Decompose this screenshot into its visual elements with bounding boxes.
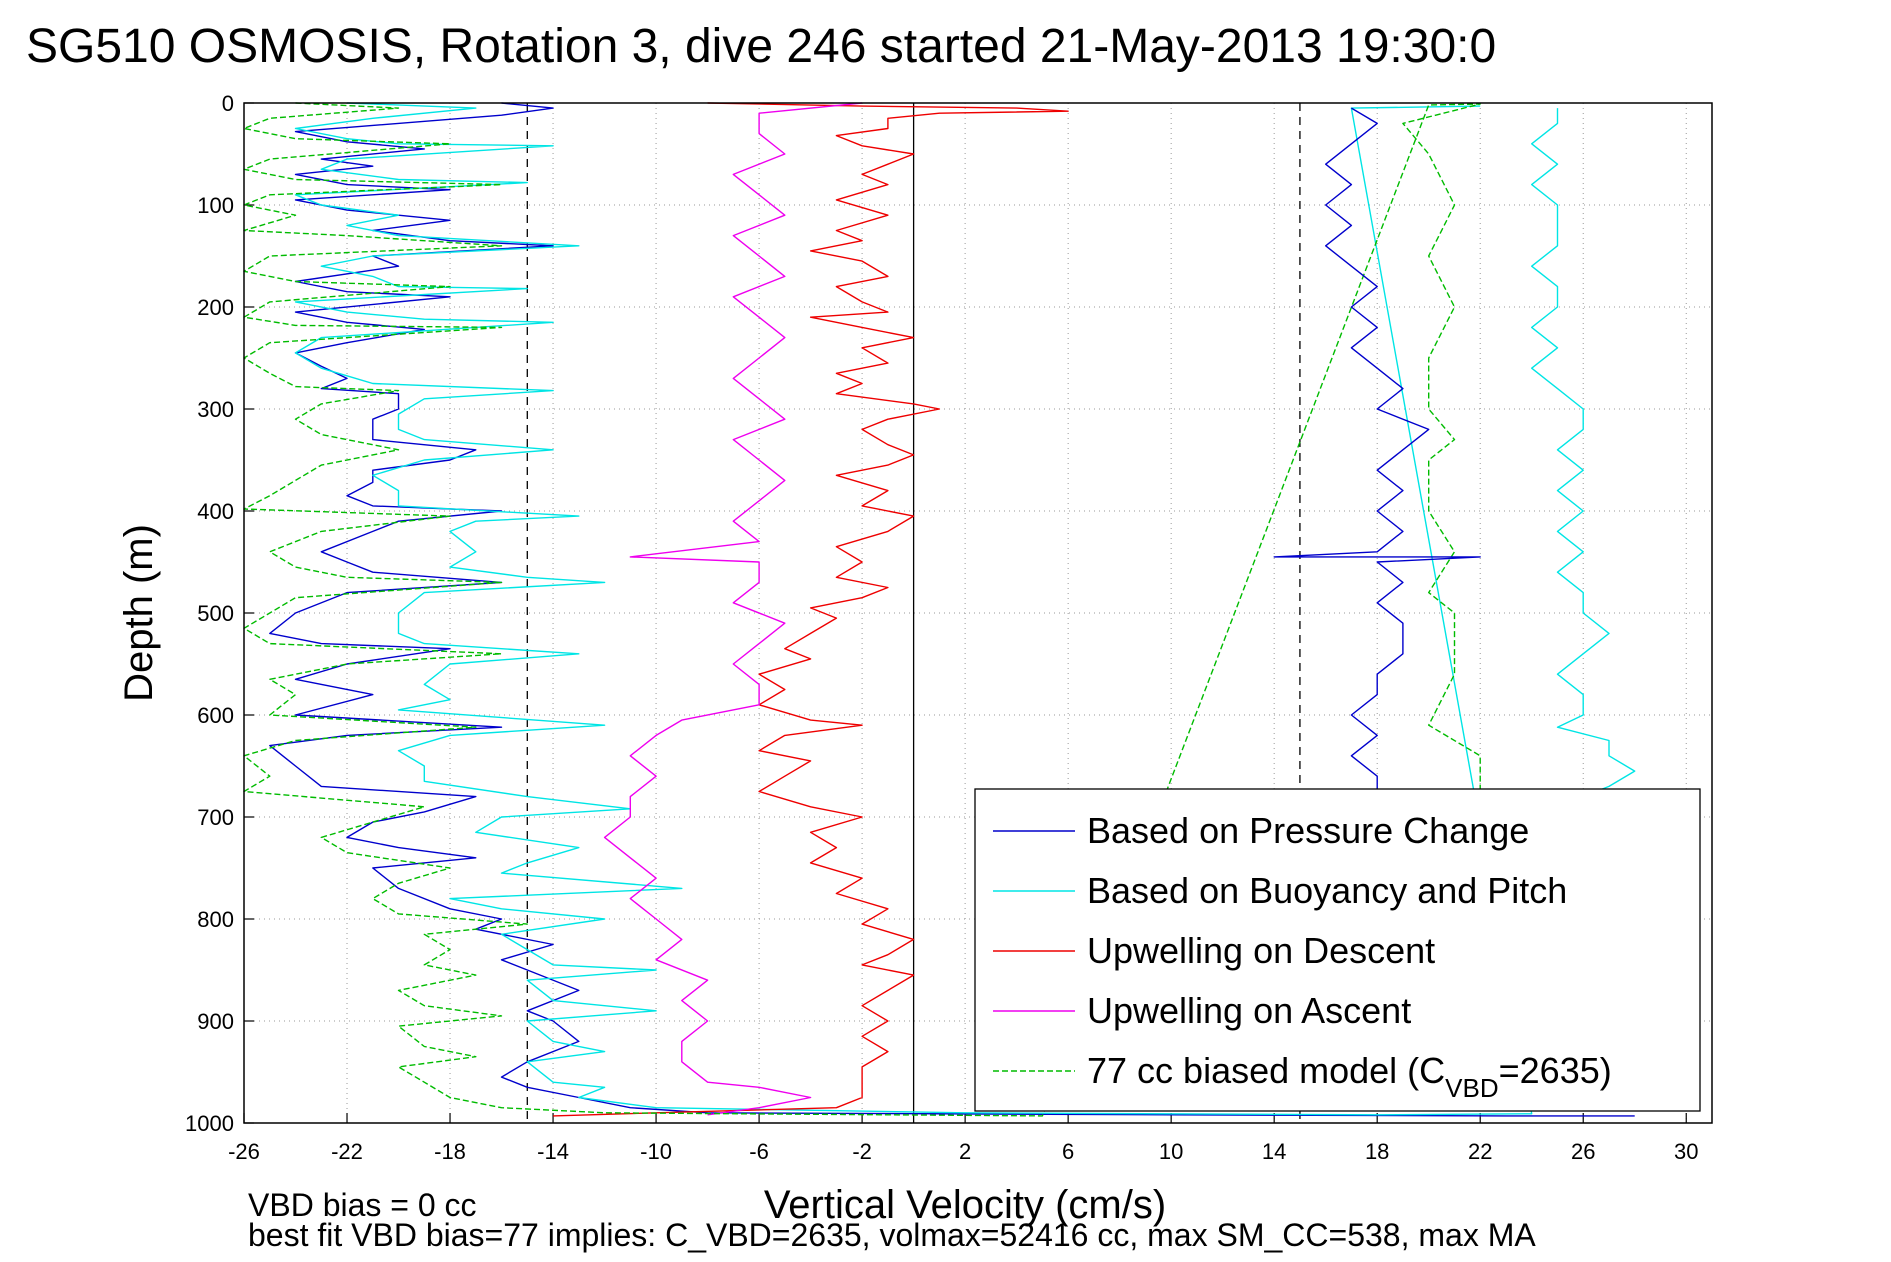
y-tick-label: 200 bbox=[197, 295, 234, 320]
footnote-best-fit: best fit VBD bias=77 implies: C_VBD=2635… bbox=[248, 1217, 1536, 1253]
plot-frame bbox=[243, 102, 1713, 1124]
y-tick-label: 700 bbox=[197, 805, 234, 830]
y-axis-label: Depth (m) bbox=[117, 524, 161, 702]
legend-box bbox=[974, 788, 1701, 1112]
series-line-1 bbox=[294, 102, 1533, 1116]
x-tick-label: 18 bbox=[1365, 1139, 1389, 1164]
series-line-0 bbox=[269, 102, 1635, 1117]
legend-label: Upwelling on Descent bbox=[1087, 930, 1435, 971]
x-tick-label: 2 bbox=[959, 1139, 971, 1164]
legend-label: Based on Pressure Change bbox=[1087, 810, 1529, 851]
reference-lines bbox=[526, 103, 1301, 1123]
y-tick-label: 600 bbox=[197, 703, 234, 728]
y-tick-label: 300 bbox=[197, 397, 234, 422]
x-tick-label: -2 bbox=[852, 1139, 872, 1164]
x-tick-label: 26 bbox=[1571, 1139, 1595, 1164]
x-tick-label: 6 bbox=[1062, 1139, 1074, 1164]
x-tick-label: -6 bbox=[749, 1139, 769, 1164]
y-tick-label: 100 bbox=[197, 193, 234, 218]
x-tick-label: -14 bbox=[537, 1139, 569, 1164]
series-line-3 bbox=[603, 102, 863, 1116]
x-tick-label: 22 bbox=[1468, 1139, 1492, 1164]
y-tick-label: 0 bbox=[222, 91, 234, 116]
legend-label: Upwelling on Ascent bbox=[1087, 990, 1411, 1031]
x-tick-label: -22 bbox=[331, 1139, 363, 1164]
y-tick-label: 800 bbox=[197, 907, 234, 932]
y-tick-label: 900 bbox=[197, 1009, 234, 1034]
series-line-4 bbox=[243, 102, 1481, 1117]
chart-title: SG510 OSMOSIS, Rotation 3, dive 246 star… bbox=[26, 20, 1496, 73]
footnote-vbd-bias: VBD bias = 0 cc bbox=[248, 1187, 477, 1223]
y-tick-label: 1000 bbox=[185, 1111, 234, 1136]
y-tick-label: 500 bbox=[197, 601, 234, 626]
legend: Based on Pressure Change Based on Buoyanc… bbox=[974, 788, 1701, 1112]
right-profile-line-0 bbox=[1273, 107, 1481, 797]
x-tick-label: 30 bbox=[1674, 1139, 1698, 1164]
right-profile-line-1 bbox=[1531, 108, 1636, 798]
legend-label: Based on Buoyancy and Pitch bbox=[1087, 870, 1567, 911]
y-tick-label: 400 bbox=[197, 499, 234, 524]
x-tick-label: -18 bbox=[434, 1139, 466, 1164]
tick-labels: -26 -22 -18 -14 -10 -6 -2 2 6 10 14 18 22 26 300100200… bbox=[185, 91, 1698, 1164]
x-tick-label: 14 bbox=[1262, 1139, 1286, 1164]
x-tick-label: -10 bbox=[640, 1139, 672, 1164]
x-axis-label: Vertical Velocity (cm/s) bbox=[764, 1183, 1166, 1227]
x-tick-label: -26 bbox=[228, 1139, 260, 1164]
x-tick-label: 10 bbox=[1159, 1139, 1183, 1164]
series-line-2 bbox=[553, 102, 1069, 1117]
series-lines bbox=[243, 102, 1636, 1117]
